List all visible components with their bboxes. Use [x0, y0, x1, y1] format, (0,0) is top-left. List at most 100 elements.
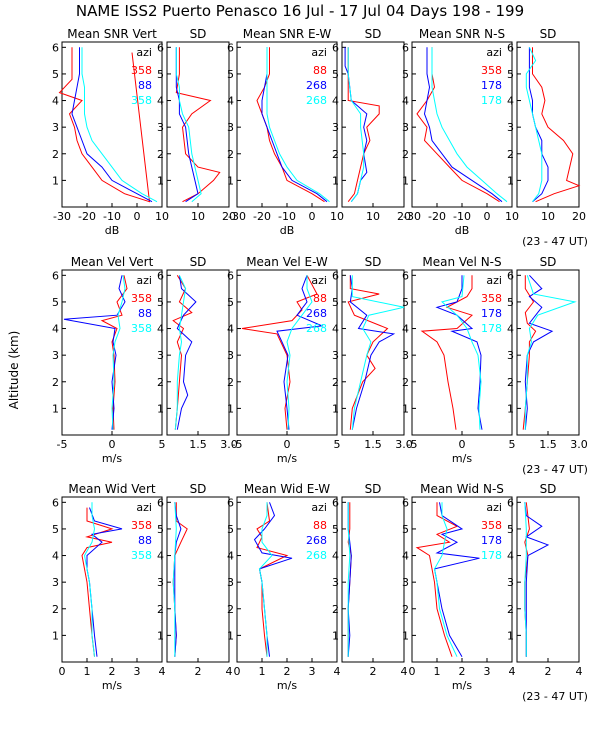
x-tick-label: 3 [309, 665, 316, 678]
y-tick-label: 6 [332, 41, 339, 54]
x-tick-label: -5 [232, 438, 243, 451]
sd-series-line-88 [176, 275, 197, 430]
legend-entry: 178 [481, 79, 502, 92]
x-tick-label: 10 [505, 210, 519, 223]
chart-row-vel: Mean Vel Vert SD 1 1 2 2 3 3 4 4 5 5 6 6 -5 0 5 m/s 1.5 3.0… [52, 255, 588, 476]
y-tick-label: 3 [157, 576, 164, 589]
figure-title: NAME ISS2 Puerto Penasco 16 Jul - 17 Jul… [76, 2, 524, 20]
x-axis-label: dB [105, 224, 120, 237]
sd-plot-frame [341, 496, 405, 663]
mean-series-line-88 [256, 502, 289, 657]
y-tick-label: 2 [332, 148, 339, 161]
sd-series-line-268 [347, 502, 351, 657]
y-tick-label: 3 [402, 349, 409, 362]
y-tick-label: 1 [52, 629, 59, 642]
x-tick-label: 1 [434, 665, 441, 678]
x-tick-label: -20 [78, 210, 96, 223]
mean-series-line-268 [253, 502, 293, 657]
y-tick-label: 3 [332, 121, 339, 134]
x-tick-label: -20 [428, 210, 446, 223]
sd-series-line-358 [532, 47, 581, 203]
sd-series-line-178 [524, 502, 550, 657]
y-tick-label: 6 [507, 41, 514, 54]
x-tick-label: 0 [59, 665, 66, 678]
x-tick-label: -5 [57, 438, 68, 451]
y-tick-label: 6 [332, 496, 339, 509]
y-tick-label: 1 [507, 629, 514, 642]
y-tick-label: 3 [402, 576, 409, 589]
legend-entry: 358 [131, 64, 152, 77]
legend-entry: 88 [313, 64, 327, 77]
sd-plot-frame [516, 269, 580, 436]
y-tick-label: 5 [507, 296, 514, 309]
legend-azi-label: azi [136, 501, 152, 514]
y-tick-label: 5 [402, 523, 409, 536]
x-tick-label: 0 [409, 665, 416, 678]
legend-entry: 268 [306, 549, 327, 562]
legend-azi-label: azi [311, 501, 327, 514]
mean-series-line-268 [261, 47, 328, 203]
x-tick-label: 4 [576, 665, 583, 678]
y-tick-label: 5 [332, 68, 339, 81]
x-tick-label: 5 [334, 438, 341, 451]
y-tick-label: 4 [157, 550, 164, 563]
y-tick-label: 1 [227, 402, 234, 415]
y-tick-label: 1 [52, 174, 59, 187]
x-tick-label: 2 [545, 665, 552, 678]
sd-series-line-178 [525, 47, 543, 203]
x-tick-label: 0 [459, 438, 466, 451]
y-tick-label: 1 [52, 402, 59, 415]
x-axis-label: dB [280, 224, 295, 237]
y-tick-label: 5 [157, 68, 164, 81]
y-tick-label: 1 [402, 402, 409, 415]
legend-entry: 358 [481, 292, 502, 305]
mean-series-line-358 [81, 47, 158, 203]
y-tick-label: 2 [227, 603, 234, 616]
y-tick-label: 4 [52, 323, 59, 336]
y-tick-label: 4 [157, 95, 164, 108]
y-tick-label: 1 [332, 402, 339, 415]
y-tick-label: 2 [157, 376, 164, 389]
x-tick-label: 0 [109, 438, 116, 451]
y-tick-label: 5 [332, 523, 339, 536]
y-tick-label: 3 [157, 121, 164, 134]
panel-title: Mean SNR E-W [243, 27, 332, 41]
mean-series-line-88 [86, 507, 123, 657]
y-tick-label: 3 [227, 576, 234, 589]
x-tick-label: 20 [572, 210, 586, 223]
y-tick-label: 4 [507, 323, 514, 336]
y-tick-label: 1 [402, 629, 409, 642]
legend-entry: 358 [481, 519, 502, 532]
legend-entry: 178 [481, 549, 502, 562]
y-tick-label: 6 [52, 41, 59, 54]
y-tick-label: 3 [507, 349, 514, 362]
x-tick-label: 3.0 [570, 438, 588, 451]
time-range-note: (23 - 47 UT) [522, 235, 588, 248]
sd-title: SD [540, 255, 557, 269]
legend-entry: 88 [138, 79, 152, 92]
sd-series-line-358 [172, 275, 193, 430]
y-tick-label: 5 [157, 523, 164, 536]
mean-series-line-178 [431, 47, 508, 203]
chart-row-snr: Mean SNR Vert SD1 12 23 34 45 56 6-30 -20 -10 0 10d… [52, 27, 588, 248]
panel-title: Mean Wid E-W [244, 482, 330, 496]
y-tick-label: 5 [227, 523, 234, 536]
y-tick-label: 6 [507, 269, 514, 282]
mean-series-line-358 [111, 275, 126, 430]
panel-title: Mean SNR N-S [419, 27, 505, 41]
y-tick-label: 4 [402, 323, 409, 336]
y-tick-label: 5 [52, 296, 59, 309]
x-tick-label: -30 [53, 210, 71, 223]
mean-series-line-178 [435, 275, 483, 430]
y-tick-label: 1 [507, 402, 514, 415]
y-tick-label: 2 [507, 603, 514, 616]
y-tick-label: 6 [402, 41, 409, 54]
panel-title: Mean Wid N-S [420, 482, 504, 496]
legend-azi-label: azi [311, 274, 327, 287]
sd-plot-frame [341, 41, 405, 208]
legend-entry: 358 [131, 519, 152, 532]
mean-series-line-268 [276, 275, 324, 430]
y-tick-label: 1 [507, 174, 514, 187]
y-tick-label: 4 [227, 550, 234, 563]
